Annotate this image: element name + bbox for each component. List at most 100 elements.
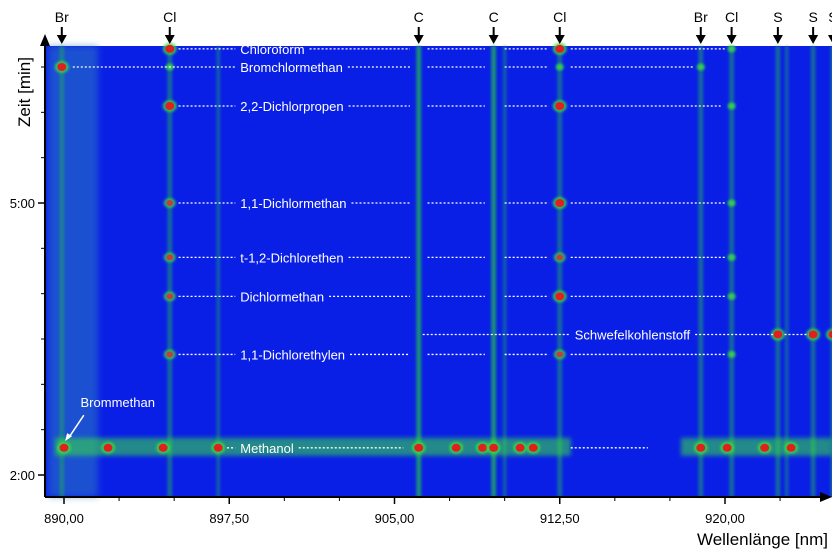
element-marker-6: Br	[694, 9, 708, 44]
x-axis-label: Wellenlänge [nm]	[697, 530, 828, 549]
methanol-band-left	[55, 437, 571, 456]
peak-15	[553, 349, 566, 360]
x-tick-label-5: 920,00	[705, 511, 745, 526]
peak-core	[727, 253, 736, 261]
peak-core	[166, 293, 174, 300]
peak-32	[475, 441, 490, 454]
compound-label: 2,2-Dichlorpropen	[240, 99, 343, 114]
peak-core	[165, 44, 175, 53]
peak-39	[784, 441, 799, 454]
peak-21	[727, 292, 736, 300]
faint-line-1	[216, 46, 221, 497]
peak-17	[727, 45, 736, 53]
element-marker-2: Cl	[163, 9, 176, 44]
element-marker-1: Br	[55, 9, 69, 44]
compound-arrow	[67, 414, 85, 439]
peak-4	[162, 99, 177, 112]
emission-line-5	[557, 46, 563, 497]
element-marker-arrowhead	[808, 35, 819, 44]
element-marker-7: Cl	[725, 9, 738, 44]
emission-line-9	[810, 46, 816, 497]
compound-annotation-1: Chloroform	[178, 42, 725, 57]
axes: 890,00 897,50 905,00 912,50 920,00 5:00 2:00	[10, 34, 832, 526]
peak-23	[770, 328, 785, 341]
element-marker-5: Cl	[553, 9, 566, 44]
peak-18	[727, 102, 736, 110]
peak-core	[555, 199, 565, 207]
emission-line-1	[59, 46, 65, 497]
compound-annotation-2: Bromchlormethan	[72, 60, 695, 75]
compound-annotation-6: Dichlormethan	[178, 289, 725, 304]
peak-core	[59, 443, 69, 452]
peak-core	[556, 351, 564, 358]
peak-core	[727, 102, 736, 110]
compound-annotation-3: 2,2-Dichlorpropen	[178, 99, 721, 114]
element-marker-arrowhead	[726, 35, 737, 44]
compound-annotation-9: Methanol	[227, 441, 648, 456]
element-marker-arrowhead	[695, 35, 706, 44]
peak-5	[163, 198, 176, 208]
peak-core	[528, 443, 538, 452]
compound-annotation-7: Schwefelkohlenstoff	[422, 327, 809, 342]
element-marker-arrowhead	[488, 35, 499, 44]
peak-14	[552, 290, 567, 303]
element-marker-3: C	[414, 9, 424, 44]
peak-core	[696, 63, 705, 71]
peak-24	[806, 328, 821, 341]
peak-8	[163, 349, 176, 360]
emission-line-4	[491, 46, 497, 497]
element-marker-label: S	[828, 9, 832, 25]
peak-core	[166, 200, 174, 206]
peak-core	[696, 443, 706, 452]
peak-core	[556, 254, 564, 261]
peak-core	[555, 44, 565, 53]
compound-annotation-10: Brommethan	[65, 395, 155, 442]
peak-12	[552, 197, 567, 209]
peak-7	[163, 291, 176, 302]
peak-core	[727, 199, 736, 207]
y-axis-label: Zeit [min]	[15, 57, 34, 127]
element-marker-arrowhead	[413, 35, 424, 44]
peak-6	[163, 252, 176, 263]
element-marker-label: C	[414, 9, 424, 25]
peak-core	[489, 443, 499, 452]
peak-38	[757, 441, 772, 454]
compound-label: 1,1-Dichlormethan	[240, 196, 346, 211]
peak-2	[162, 42, 177, 55]
compound-arrowhead	[65, 433, 73, 442]
peak-core	[760, 443, 770, 452]
element-marker-arrowhead	[56, 35, 67, 44]
x-tick-label-3: 905,00	[375, 511, 415, 526]
element-marker-label: Cl	[163, 9, 176, 25]
peak-core	[555, 292, 565, 301]
compound-label: Methanol	[240, 441, 294, 456]
element-marker-label: S	[808, 9, 817, 25]
peak-core	[727, 350, 736, 358]
compound-label: Dichlormethan	[240, 289, 324, 304]
peak-20	[727, 253, 736, 261]
element-marker-label: Br	[55, 9, 69, 25]
y-axis-arrowhead	[40, 34, 50, 46]
peak-1	[54, 61, 69, 73]
peak-29	[211, 441, 226, 454]
peak-36	[693, 441, 708, 454]
peak-35	[526, 441, 541, 454]
peak-core	[213, 443, 223, 452]
emission-line-2	[167, 46, 173, 497]
peak-core	[515, 443, 525, 452]
peak-core	[773, 330, 783, 339]
faint-line-3	[784, 46, 789, 497]
peak-core	[555, 63, 564, 71]
peak-26	[57, 441, 71, 454]
peak-core	[451, 443, 461, 452]
element-marker-arrowhead	[554, 35, 565, 44]
compound-annotations: Chloroform Bromchlormethan 2,2-Dichlorprop…	[65, 42, 809, 456]
peak-33	[486, 441, 501, 454]
element-marker-arrowhead	[772, 35, 783, 44]
compound-label: 1,1-Dichlorethylen	[240, 347, 345, 362]
peak-37	[720, 441, 735, 454]
peak-core	[478, 443, 488, 452]
peak-core	[166, 254, 174, 261]
peak-core	[808, 330, 818, 339]
